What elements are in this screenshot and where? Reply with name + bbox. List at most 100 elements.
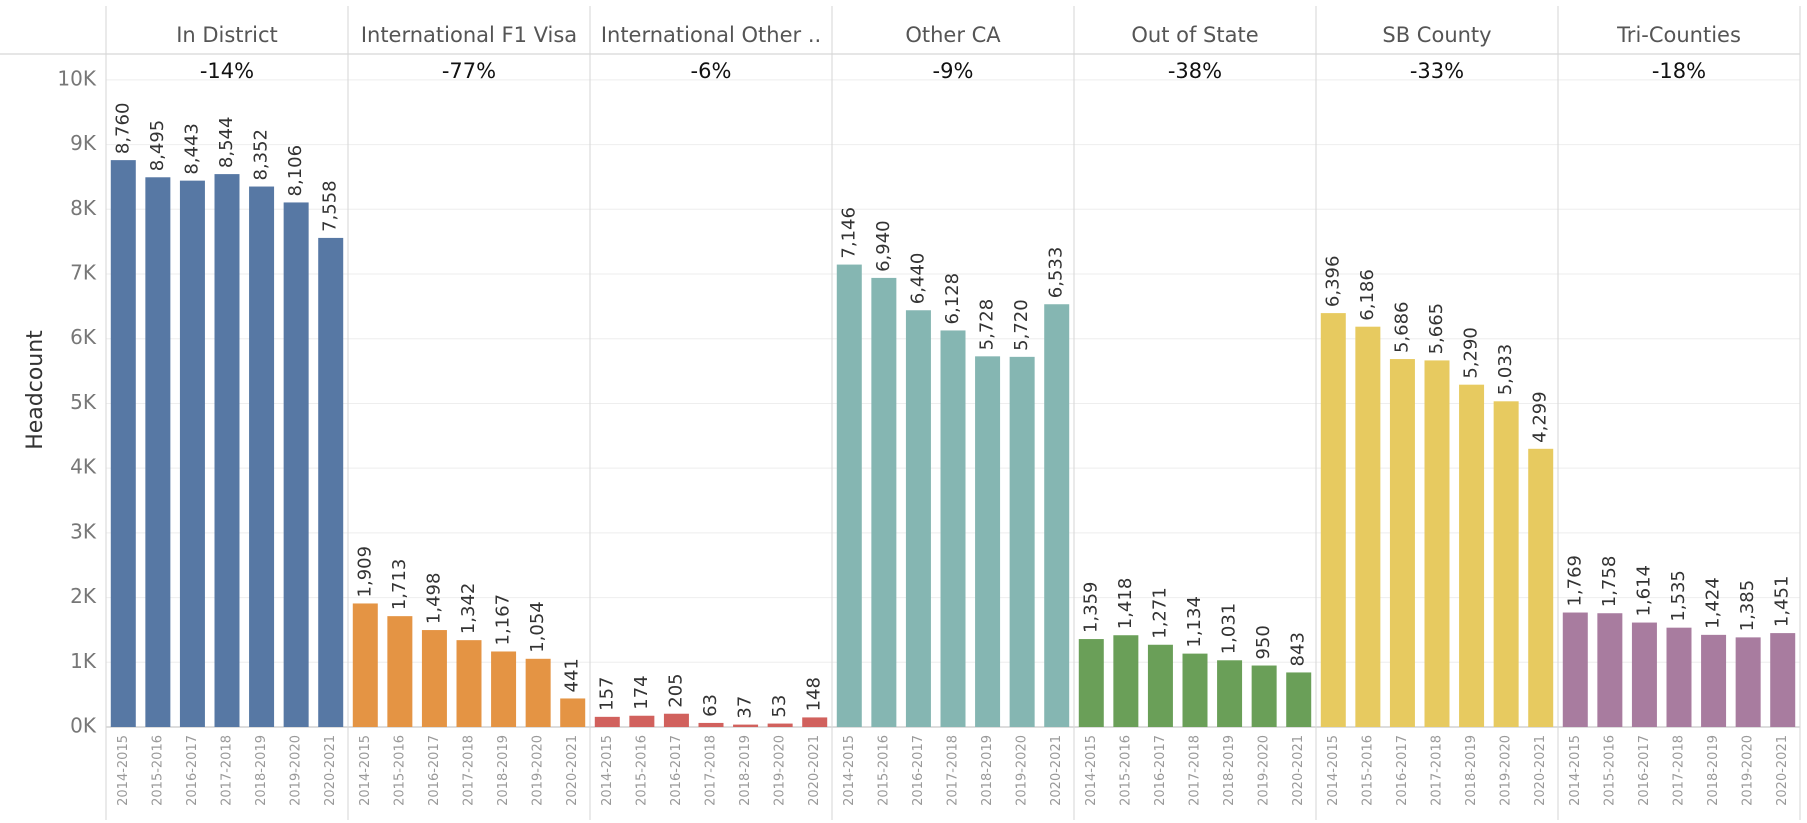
value-label: 1,535 (1668, 570, 1689, 622)
value-label: 1,167 (493, 594, 514, 646)
bar (1251, 665, 1277, 727)
x-tick-label: 2015-2016 (1602, 735, 1617, 806)
panel-header: Out of State (1131, 23, 1258, 47)
bar (940, 330, 966, 727)
value-label: 1,758 (1599, 556, 1620, 608)
x-tick-label: 2015-2016 (876, 735, 891, 806)
x-tick-label: 2015-2016 (1360, 735, 1375, 806)
value-label: 5,033 (1495, 344, 1516, 396)
x-tick-label: 2015-2016 (634, 735, 649, 806)
x-tick-label: 2014-2015 (1326, 735, 1341, 806)
value-label: 1,418 (1115, 578, 1136, 630)
panel-header: SB County (1382, 23, 1491, 47)
bar (871, 277, 897, 727)
x-tick-label: 2019-2020 (531, 735, 546, 806)
value-label: 1,385 (1737, 580, 1758, 632)
bar (1528, 448, 1554, 727)
value-label: 1,031 (1219, 603, 1240, 655)
value-label: 6,940 (873, 220, 894, 272)
bar (1355, 326, 1381, 727)
y-tick-label: 2K (70, 584, 97, 608)
x-tick-label: 2019-2020 (1741, 735, 1756, 806)
x-tick-label: 2018-2019 (1222, 735, 1237, 806)
x-tick-label: 2017-2018 (946, 735, 961, 806)
x-tick-label: 2020-2021 (1533, 735, 1548, 806)
panel-annotation: -77% (442, 59, 496, 83)
y-tick-label: 0K (70, 714, 97, 738)
x-tick-label: 2018-2019 (1706, 735, 1721, 806)
x-tick-label: 2020-2021 (807, 735, 822, 806)
x-tick-label: 2018-2019 (738, 735, 753, 806)
x-tick-label: 2017-2018 (1188, 735, 1203, 806)
bar (1701, 634, 1727, 727)
value-label: 441 (562, 658, 583, 692)
value-label: 1,134 (1184, 596, 1205, 648)
bar (1182, 653, 1208, 727)
y-tick-label: 9K (70, 131, 97, 155)
panel-header: International Other .. (601, 23, 821, 47)
value-label: 1,614 (1633, 565, 1654, 617)
value-label: 5,665 (1426, 303, 1447, 355)
x-tick-label: 2016-2017 (1637, 735, 1652, 806)
bar (214, 174, 240, 727)
value-label: 205 (665, 673, 686, 707)
value-label: 1,271 (1149, 587, 1170, 639)
x-tick-label: 2019-2020 (1257, 735, 1272, 806)
x-tick-label: 2020-2021 (1049, 735, 1064, 806)
x-tick-label: 2018-2019 (496, 735, 511, 806)
panel-header: In District (176, 23, 278, 47)
bar (525, 658, 551, 727)
x-tick-label: 2017-2018 (1672, 735, 1687, 806)
bar (318, 237, 344, 727)
value-label: 7,558 (320, 180, 341, 232)
value-label: 1,909 (354, 546, 375, 598)
value-label: 5,728 (977, 299, 998, 351)
x-tick-label: 2016-2017 (911, 735, 926, 806)
bar (767, 723, 793, 727)
value-label: 53 (769, 695, 790, 718)
value-label: 8,443 (181, 123, 202, 175)
panel-annotation: -38% (1168, 59, 1222, 83)
bar (1770, 633, 1796, 727)
y-tick-label: 7K (70, 261, 97, 285)
x-tick-label: 2016-2017 (427, 735, 442, 806)
value-label: 5,686 (1391, 302, 1412, 354)
x-tick-label: 2020-2021 (565, 735, 580, 806)
bar (1217, 660, 1243, 727)
value-label: 6,396 (1322, 256, 1343, 308)
bar (352, 603, 378, 727)
value-label: 1,359 (1080, 582, 1101, 634)
bar (1044, 304, 1070, 727)
bar (1597, 613, 1623, 727)
panel-annotation: -33% (1410, 59, 1464, 83)
y-tick-label: 10K (57, 66, 96, 90)
bar (491, 651, 517, 727)
bar (1078, 639, 1104, 727)
value-label: 8,352 (251, 129, 272, 181)
value-label: 1,054 (527, 601, 548, 653)
bar (1493, 401, 1519, 727)
value-label: 8,106 (285, 145, 306, 197)
x-tick-label: 2018-2019 (254, 735, 269, 806)
value-label: 157 (596, 676, 617, 710)
bar (1735, 637, 1761, 727)
x-tick-label: 2019-2020 (289, 735, 304, 806)
value-label: 7,146 (838, 207, 859, 259)
x-tick-label: 2018-2019 (980, 735, 995, 806)
bar (1113, 635, 1139, 727)
value-label: 6,128 (942, 273, 963, 325)
x-tick-label: 2015-2016 (392, 735, 407, 806)
panel-annotation: -6% (691, 59, 732, 83)
bar (975, 356, 1001, 727)
x-tick-label: 2016-2017 (1153, 735, 1168, 806)
x-tick-label: 2015-2016 (150, 735, 165, 806)
value-label: 5,290 (1461, 327, 1482, 379)
x-tick-label: 2020-2021 (323, 735, 338, 806)
value-label: 8,760 (112, 103, 133, 155)
value-label: 4,299 (1530, 391, 1551, 443)
bar (1389, 359, 1415, 727)
value-label: 1,769 (1564, 555, 1585, 607)
bar (594, 716, 620, 727)
